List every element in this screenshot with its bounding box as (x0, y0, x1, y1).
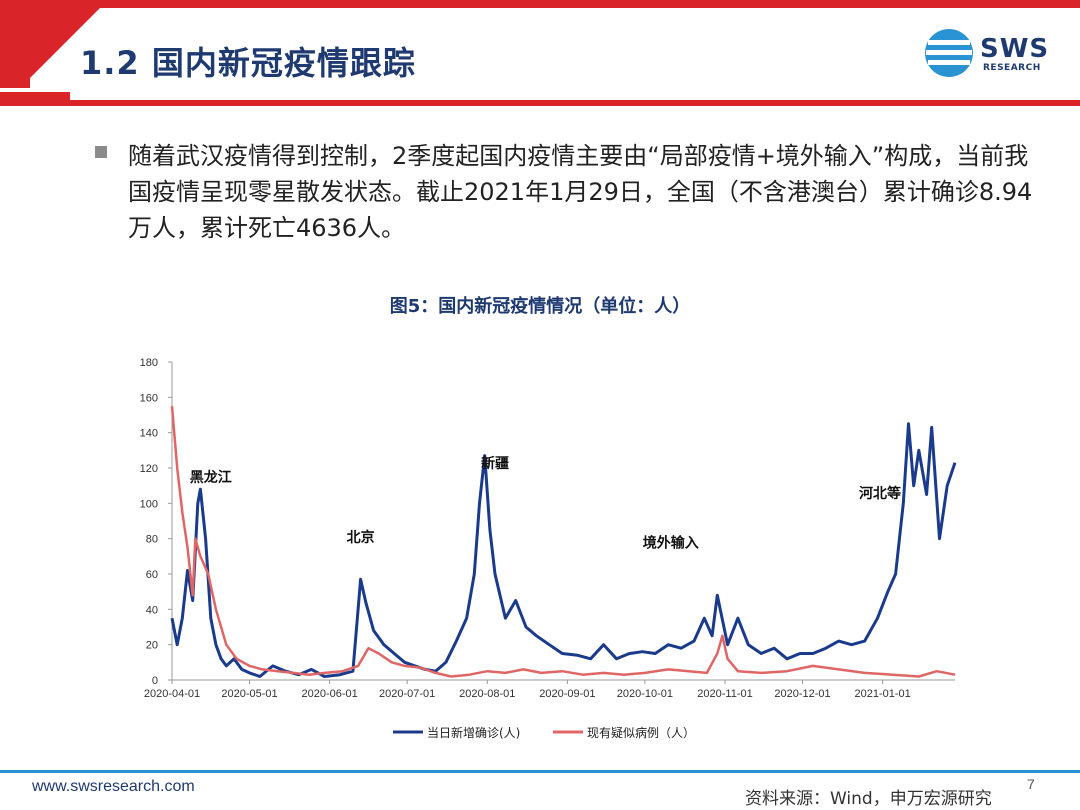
bullet-marker (95, 146, 107, 158)
x-tick-label: 2020-12-01 (774, 688, 830, 700)
chart-annotation: 境外输入 (643, 535, 699, 552)
y-tick-label: 40 (146, 604, 158, 616)
chart-title: 图5：国内新冠疫情情况（单位：人） (389, 296, 691, 317)
y-tick-label: 0 (152, 675, 158, 687)
x-tick-label: 2020-09-01 (539, 688, 595, 700)
y-tick-label: 140 (140, 428, 158, 440)
page-number: 7 (1027, 776, 1035, 792)
x-tick-label: 2020-11-01 (697, 688, 752, 700)
header-decoration (0, 0, 1080, 106)
legend-label-2: 现有疑似病例（人） (587, 725, 695, 740)
chart-annotation: 河北等 (859, 485, 901, 502)
covid-line-chart: 0 20 40 60 80 100 120 140 160 180 2020-04-01 2020-0… (140, 357, 957, 740)
chart-annotation: 黑龙江 (190, 469, 232, 486)
chart-annotation: 北京 (347, 529, 375, 546)
logo-subtext: RESEARCH (983, 63, 1041, 73)
x-tick-label: 2021-01-01 (855, 688, 911, 700)
page-title: 1.2 国内新冠疫情跟踪 (80, 44, 416, 82)
y-tick-label: 80 (146, 534, 158, 546)
red-header-underline (0, 92, 1080, 106)
y-tick-label: 120 (140, 463, 158, 475)
x-tick-label: 2020-07-01 (379, 688, 435, 700)
bullet-text: 随着武汉疫情得到控制，2季度起国内疫情主要由“局部疫情+境外输入”构成，当前我国… (128, 142, 1033, 242)
x-tick-label: 2020-05-01 (221, 688, 277, 700)
y-tick-label: 20 (146, 640, 158, 652)
footer-source: 资料来源：Wind，申万宏源研究 (745, 789, 992, 809)
x-tick-label: 2020-10-01 (617, 688, 673, 700)
y-tick-label: 180 (140, 357, 158, 369)
series-line-1 (170, 422, 957, 678)
sws-logo-icon (925, 29, 973, 77)
legend-label-1: 当日新增确诊(人) (427, 725, 520, 740)
y-tick-label: 100 (140, 498, 158, 510)
x-tick-label: 2020-08-01 (459, 688, 515, 700)
footer-divider (0, 770, 1080, 773)
y-tick-label: 160 (140, 392, 158, 404)
footer-url[interactable]: www.swsresearch.com (32, 778, 195, 795)
x-tick-label: 2020-04-01 (144, 688, 200, 700)
series-line-2 (170, 406, 956, 678)
logo-text: SWS (980, 34, 1050, 64)
y-tick-label: 60 (146, 569, 158, 581)
x-tick-label: 2020-06-01 (301, 688, 357, 700)
chart-annotation: 新疆 (481, 455, 509, 472)
